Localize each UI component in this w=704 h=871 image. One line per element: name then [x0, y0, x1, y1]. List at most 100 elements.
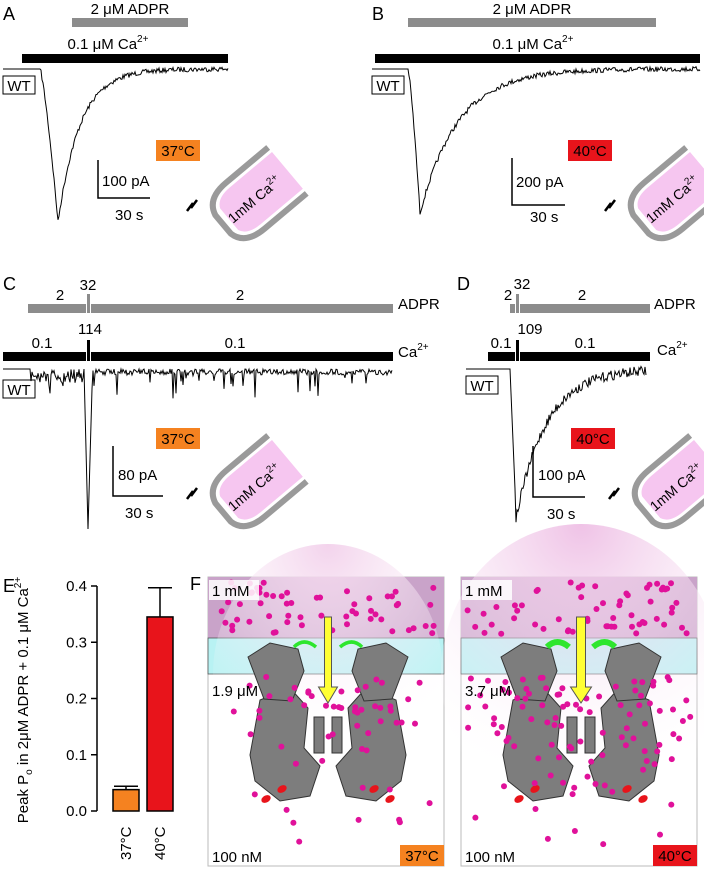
calcium-ion	[246, 618, 253, 625]
calcium-ion	[266, 613, 273, 620]
calcium-ion	[622, 742, 629, 749]
panel-a: A 2 μM ADPR 0.1 μM Ca2+ WT 37°C 100 pA 3…	[2, 1, 307, 247]
ion-flux-arrow	[569, 616, 593, 704]
calcium-ion	[514, 607, 521, 614]
ca-name: Ca2+	[398, 342, 429, 361]
bar-chart: 0.0 0.1 0.2 0.3 0.4 37°C 40°C	[66, 578, 174, 860]
calcium-ion	[600, 600, 606, 607]
calcium-ion	[560, 779, 566, 786]
calcium-ion	[577, 738, 584, 745]
calcium-ion	[410, 625, 417, 632]
calcium-ion	[544, 719, 551, 726]
calcium-ion	[679, 624, 685, 631]
calcium-ion	[234, 616, 241, 623]
calcium-ion	[494, 730, 501, 737]
ca-pulse-bar	[516, 340, 519, 361]
calcium-ion	[532, 806, 539, 812]
calcium-ion	[596, 693, 603, 700]
calcium-ion	[355, 816, 362, 823]
calcium-ion	[499, 686, 506, 693]
adpr-bar	[28, 304, 86, 313]
adpr-low-label: 2	[236, 287, 244, 304]
calcium-ion	[353, 610, 359, 617]
ca-bar	[488, 352, 515, 361]
calcium-ion	[646, 581, 653, 588]
calcium-ion	[481, 629, 488, 636]
calcium-ion	[256, 714, 263, 721]
calcium-ion	[639, 679, 646, 686]
calcium-ion	[283, 806, 290, 813]
calcium-ion	[270, 593, 277, 599]
calcium-ion	[668, 801, 675, 808]
temp-badge	[571, 428, 615, 449]
calcium-ion	[537, 674, 544, 681]
cell-label: WT	[376, 78, 399, 95]
calcium-ion	[668, 756, 675, 763]
calcium-ion	[683, 630, 690, 637]
calcium-ion	[610, 615, 617, 621]
temp-label: 40°C	[573, 143, 607, 160]
temp-label: 40°C	[576, 431, 610, 448]
calcium-ion	[653, 615, 660, 622]
calcium-ion	[465, 704, 472, 711]
panel-b-letter: B	[372, 4, 384, 24]
calcium-ion	[270, 629, 277, 636]
calcium-ion	[560, 703, 567, 710]
calcium-ion	[628, 612, 635, 619]
pipette: 1mM Ca2+	[622, 147, 704, 247]
calcium-ion	[654, 748, 661, 755]
calcium-ion	[526, 690, 532, 697]
calcium-ion	[535, 755, 542, 762]
cytosol-concentration: 100 nM	[212, 849, 262, 866]
calcium-ion	[661, 621, 668, 628]
calcium-ion	[668, 580, 674, 587]
calcium-ion	[236, 601, 243, 608]
calcium-ion	[592, 583, 599, 590]
cell-tip-icon	[186, 199, 198, 212]
calcium-ion	[577, 706, 584, 713]
calcium-ion	[422, 623, 429, 629]
pipette: 1mM Ca2+	[626, 435, 704, 535]
calcium-ion	[429, 630, 436, 637]
calcium-ion	[323, 702, 329, 709]
calcium-ion	[556, 754, 562, 761]
calcium-ion	[578, 594, 585, 601]
calcium-ion	[651, 761, 658, 768]
calcium-ion	[485, 677, 491, 684]
calcium-ion	[384, 593, 391, 600]
ion-flux-arrow	[317, 616, 339, 704]
calcium-ion	[344, 588, 350, 595]
calcium-ion	[464, 607, 471, 614]
calcium-ion	[319, 757, 326, 764]
temp-badge	[400, 845, 444, 866]
calcium-ion	[229, 622, 236, 629]
calcium-ion	[297, 614, 304, 621]
calcium-ion	[256, 707, 263, 714]
calcium-ion	[642, 720, 648, 727]
calcium-ion	[612, 683, 619, 690]
y-tick-label: 0.0	[66, 803, 87, 820]
ca-bar	[520, 352, 650, 361]
calcium-ion	[571, 828, 578, 834]
calcium-ion	[359, 784, 366, 791]
calcium-ion	[505, 734, 512, 741]
calcium-ion	[467, 675, 474, 682]
calcium-ion	[472, 623, 479, 630]
temp-badge	[568, 140, 612, 161]
ca-low-label: 0.1	[491, 335, 512, 352]
calcium-ion	[631, 678, 638, 685]
calcium-ion	[498, 724, 505, 730]
calcium-ion	[676, 735, 683, 742]
calcium-ion	[490, 721, 497, 728]
calcium-ion	[638, 692, 644, 699]
panel-c: C 32 2 2 ADPR 114 0.1 0.1 Ca2+ WT 37°C 8…	[2, 274, 440, 535]
cell-label: WT	[7, 382, 30, 399]
scale-x-label: 30 s	[547, 506, 575, 523]
calcium-ion	[480, 610, 487, 617]
calcium-ion	[266, 693, 273, 700]
ca-low-label: 0.1	[575, 335, 596, 352]
calcium-ion	[633, 630, 640, 637]
binding-site	[261, 795, 271, 803]
calcium-ion	[393, 719, 400, 726]
calcium-ion	[640, 766, 647, 773]
